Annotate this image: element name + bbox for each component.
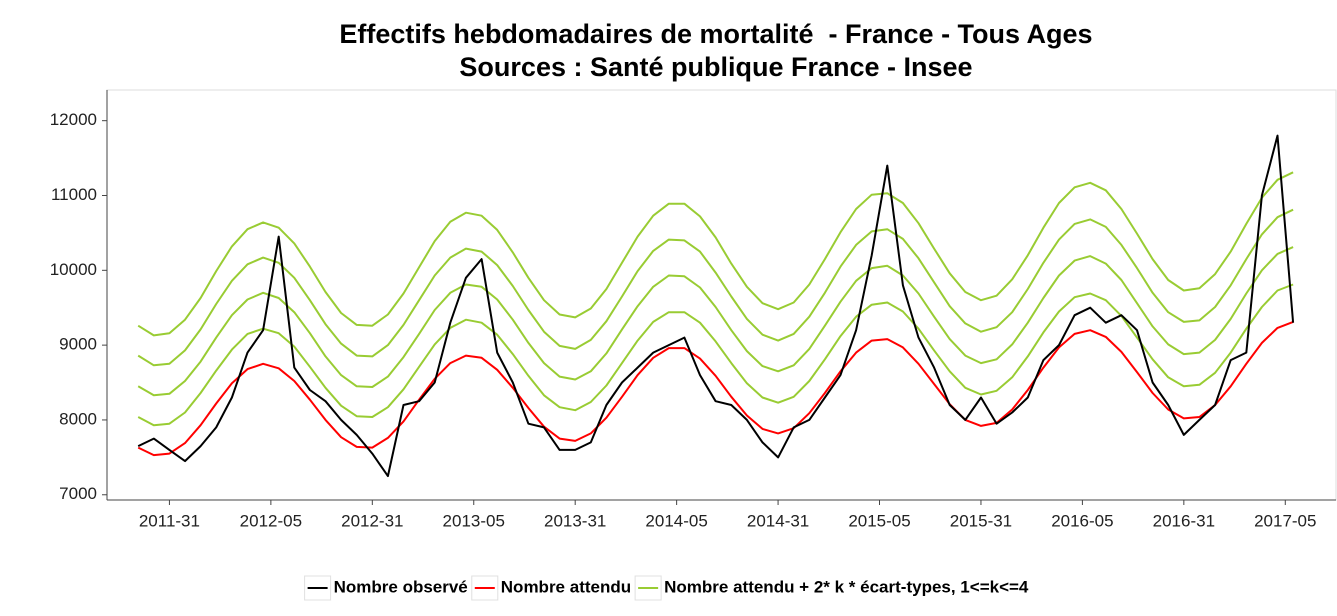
y-tick-label: 7000: [59, 484, 97, 503]
series-line: [137, 208, 1294, 367]
x-tick-label: 2013-05: [443, 511, 505, 530]
x-tick-label: 2012-05: [240, 511, 302, 530]
y-tick-label: 12000: [50, 110, 97, 129]
chart-subtitle: Sources : Santé publique France - Insee: [459, 52, 972, 82]
x-tick-label: 2016-05: [1051, 511, 1113, 530]
x-tick-label: 2015-31: [950, 511, 1012, 530]
y-tick-label: 8000: [59, 409, 97, 428]
series-line: [137, 134, 1295, 478]
series-line: [137, 320, 1294, 457]
x-tick-label: 2017-05: [1254, 511, 1316, 530]
y-tick-label: 10000: [50, 260, 97, 279]
y-tick-label: 11000: [51, 185, 97, 204]
x-tick-label: 2013-31: [544, 511, 606, 530]
x-tick-label: 2015-05: [848, 511, 910, 530]
plot-frame: [106, 89, 1337, 501]
legend-label: Nombre attendu + 2* k * écart-types, 1<=…: [664, 577, 1029, 596]
x-tick-label: 2012-31: [341, 511, 403, 530]
x-tick-label: 2011-31: [139, 511, 200, 530]
series-line: [137, 171, 1294, 337]
legend-label: Nombre observé: [334, 577, 468, 596]
y-tick-label: 9000: [59, 335, 97, 354]
x-tick-label: 2016-31: [1153, 511, 1215, 530]
legend-label: Nombre attendu: [501, 577, 631, 596]
x-tick-label: 2014-31: [747, 511, 809, 530]
chart-title: Effectifs hebdomadaires de mortalité - F…: [339, 19, 1092, 49]
series-line: [137, 283, 1294, 427]
series-line: [137, 246, 1294, 397]
x-tick-label: 2014-05: [645, 511, 707, 530]
